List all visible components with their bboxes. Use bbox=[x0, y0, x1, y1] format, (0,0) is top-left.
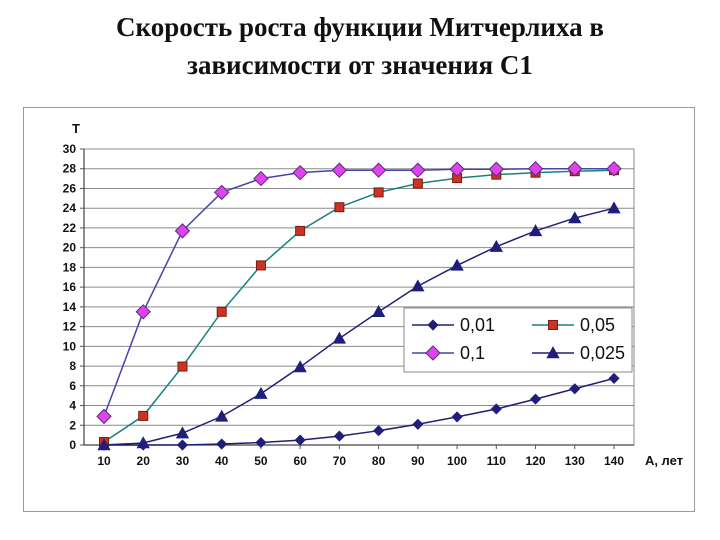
y-tick-label: 8 bbox=[69, 359, 76, 373]
data-point bbox=[373, 187, 384, 198]
x-tick-label: 110 bbox=[487, 454, 507, 468]
y-axis-title: T bbox=[72, 121, 80, 136]
data-point bbox=[371, 304, 386, 318]
data-point bbox=[451, 411, 463, 423]
series-line-0 bbox=[104, 377, 615, 446]
y-tick-label: 12 bbox=[63, 320, 77, 334]
data-point bbox=[136, 436, 150, 449]
x-axis-title: А, лет bbox=[645, 453, 683, 468]
data-point bbox=[215, 409, 229, 422]
plot-area bbox=[83, 148, 635, 446]
x-tick-label: 120 bbox=[526, 454, 546, 468]
data-point bbox=[410, 162, 426, 178]
data-point bbox=[255, 260, 266, 271]
data-point bbox=[488, 161, 505, 177]
data-point bbox=[138, 410, 149, 421]
x-tick-label: 40 bbox=[215, 454, 229, 468]
x-tick-label: 80 bbox=[372, 454, 386, 468]
data-point bbox=[253, 170, 269, 187]
x-tick-label: 30 bbox=[176, 454, 190, 468]
x-tick-label: 60 bbox=[293, 454, 307, 468]
data-point bbox=[412, 418, 424, 430]
y-tick-label: 0 bbox=[69, 438, 76, 452]
data-point bbox=[527, 161, 544, 177]
data-point bbox=[213, 184, 230, 201]
legend-marker bbox=[427, 319, 439, 331]
legend-label: 0,025 bbox=[580, 343, 625, 363]
y-tick-label: 16 bbox=[63, 280, 77, 294]
data-point bbox=[334, 202, 345, 213]
data-point bbox=[370, 162, 387, 178]
legend-label: 0,1 bbox=[460, 343, 485, 363]
title-line-2: зависимости от значения С1 bbox=[187, 50, 533, 80]
data-point bbox=[216, 438, 228, 450]
data-point bbox=[331, 162, 348, 178]
legend-marker bbox=[425, 345, 441, 361]
data-point bbox=[607, 201, 621, 214]
data-point bbox=[450, 258, 464, 271]
y-tick-label: 18 bbox=[63, 260, 77, 274]
legend-marker bbox=[546, 346, 560, 359]
data-point bbox=[490, 403, 502, 415]
y-tick-label: 28 bbox=[63, 162, 77, 176]
x-tick-label: 100 bbox=[447, 454, 467, 468]
data-point bbox=[529, 393, 542, 405]
series-line-3 bbox=[103, 207, 615, 446]
y-tick-label: 26 bbox=[63, 181, 77, 195]
y-tick-label: 30 bbox=[63, 142, 77, 156]
x-tick-label: 20 bbox=[137, 454, 151, 468]
x-tick-label: 70 bbox=[333, 454, 347, 468]
y-tick-label: 10 bbox=[63, 339, 77, 353]
data-point bbox=[97, 438, 111, 451]
data-point bbox=[412, 178, 423, 189]
data-point bbox=[292, 164, 308, 181]
data-point bbox=[177, 361, 188, 372]
legend-marker bbox=[548, 320, 558, 330]
data-point bbox=[295, 225, 306, 236]
y-tick-label: 22 bbox=[63, 221, 77, 235]
x-tick-label: 50 bbox=[254, 454, 268, 468]
y-tick-label: 14 bbox=[63, 300, 77, 314]
data-point bbox=[411, 279, 425, 292]
data-point bbox=[254, 386, 268, 399]
data-point bbox=[175, 426, 190, 439]
data-point bbox=[216, 306, 227, 317]
legend-label: 0,01 bbox=[460, 315, 495, 335]
data-point bbox=[606, 161, 622, 177]
data-point bbox=[255, 436, 267, 449]
data-point bbox=[373, 425, 385, 437]
x-tick-label: 140 bbox=[604, 454, 624, 468]
x-tick-label: 10 bbox=[97, 454, 111, 468]
data-point bbox=[174, 223, 191, 239]
data-point bbox=[135, 304, 151, 320]
data-point bbox=[332, 331, 347, 344]
y-tick-label: 4 bbox=[69, 399, 76, 413]
data-point bbox=[293, 360, 307, 373]
data-point bbox=[489, 239, 503, 252]
data-point bbox=[528, 224, 543, 237]
y-tick-label: 2 bbox=[69, 418, 76, 432]
y-tick-label: 20 bbox=[63, 241, 77, 255]
data-point bbox=[333, 430, 345, 442]
data-point bbox=[176, 439, 189, 451]
data-point bbox=[569, 383, 581, 395]
y-tick-label: 6 bbox=[69, 379, 76, 393]
data-point bbox=[568, 211, 582, 224]
legend-label: 0,05 bbox=[580, 315, 615, 335]
page-title: Скорость роста функции Митчерлиха в зави… bbox=[0, 8, 720, 84]
x-tick-label: 90 bbox=[411, 454, 425, 468]
title-line-1: Скорость роста функции Митчерлиха в bbox=[116, 12, 604, 42]
series-line-1 bbox=[103, 169, 615, 443]
legend-box bbox=[403, 307, 633, 373]
data-point bbox=[567, 161, 583, 177]
data-point bbox=[449, 161, 465, 177]
data-point bbox=[96, 408, 112, 425]
data-point bbox=[608, 372, 620, 384]
y-tick-label: 24 bbox=[63, 201, 77, 215]
data-point bbox=[294, 434, 306, 446]
x-tick-label: 130 bbox=[565, 454, 585, 468]
